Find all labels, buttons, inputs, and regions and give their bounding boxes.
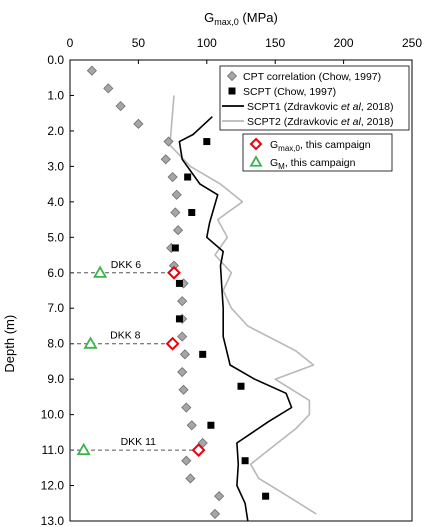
cpt-correlation-point [173, 225, 184, 236]
legend-scpt-marker [228, 87, 236, 95]
x-tick-label: 50 [132, 36, 146, 50]
cpt-correlation-point [167, 171, 178, 183]
y-tick-label: 11.0 [42, 443, 65, 457]
scpt-point [262, 492, 270, 500]
legend: CPT correlation (Chow, 1997) SCPT (Chow, … [219, 65, 410, 172]
y-tick-label: 8.0 [47, 337, 64, 351]
scpt-point [207, 421, 215, 429]
cpt-correlation-point [186, 420, 197, 431]
cpt-correlation-point [103, 83, 114, 94]
gm-campaign-point [83, 336, 98, 349]
y-tick-label: 4.0 [47, 195, 64, 209]
y-tick-label: 7.0 [47, 301, 64, 315]
scpt-point [203, 138, 211, 146]
x-tick-label: 250 [402, 36, 422, 50]
cpt-correlation-point [177, 366, 188, 378]
legend-scpt2-label: SCPT2 (Zdravkovic et al, 2018) [247, 116, 394, 128]
scpt-point [171, 244, 179, 252]
x-tick-label: 0 [67, 36, 74, 50]
gmax0-campaign-point [165, 336, 180, 351]
cpt-correlation-point [178, 384, 189, 395]
cpt-correlation-point [177, 331, 188, 342]
cpt-correlation-point [185, 473, 196, 484]
legend-gm-label: GM, this campaign [270, 157, 356, 171]
y-tick-label: 13.0 [41, 514, 65, 527]
legend-gmax0-label: Gmax,0, this campaign [270, 139, 371, 153]
scpt-point [175, 315, 183, 323]
annotation-label: DKK 6 [111, 259, 142, 271]
series-line-scpt2 [169, 95, 317, 515]
cpt-correlation-point [214, 491, 225, 502]
y-tick-label: 9.0 [47, 372, 64, 386]
legend-cpt-label: CPT correlation (Chow, 1997) [243, 71, 381, 83]
x-tick-label: 200 [334, 36, 354, 50]
cpt-correlation-point [181, 402, 192, 413]
axes: 0 50 100 150 200 250 0.0 1.0 2.0 3.0 4.0 5.0 6.0 7.0 8… [2, 10, 422, 527]
cpt-correlation-point [171, 189, 182, 200]
cpt-correlation-point [177, 296, 188, 307]
cpt-correlation-point [163, 136, 174, 147]
cpt-correlation-point [133, 118, 144, 129]
x-tick-label: 150 [265, 36, 285, 50]
cpt-correlation-point [86, 65, 97, 76]
scpt-point [237, 382, 245, 390]
legend-cpt-marker [226, 70, 238, 82]
cpt-correlation-point [181, 455, 192, 466]
y-tick-label: 1.0 [47, 88, 64, 102]
y-tick-label: 2.0 [47, 124, 64, 138]
gmax0-campaign-point [167, 265, 181, 280]
legend-box-2 [242, 133, 393, 172]
y-tick-label: 6.0 [47, 266, 64, 280]
y-tick-label: 0.0 [47, 53, 64, 67]
cpt-correlation-point [115, 101, 126, 112]
gmax0-campaign-point [191, 443, 206, 457]
y-axis-label: Depth (m) [2, 315, 17, 373]
y-tick-label: 3.0 [47, 159, 64, 173]
gm-campaign-point [76, 442, 91, 456]
y-tick-label: 12.0 [41, 479, 65, 493]
cpt-correlation-point [170, 207, 181, 218]
legend-gmax0-marker [249, 137, 263, 151]
series-line-scpt1 [178, 116, 293, 522]
legend-scpt-label: SCPT (Chow, 1997) [243, 86, 336, 98]
y-tick-label: 10.0 [41, 408, 65, 422]
scpt-point [188, 208, 196, 216]
scpt-point [199, 350, 207, 358]
x-tick-label: 100 [197, 36, 217, 50]
plot-frame [69, 59, 413, 522]
legend-gm-marker [249, 155, 263, 167]
scpt-point [175, 279, 183, 287]
cpt-correlation-point [160, 154, 171, 165]
annotation-label: DKK 8 [110, 330, 141, 342]
legend-scpt1-label: SCPT1 (Zdravkovic et al, 2018) [247, 101, 394, 113]
scpt-point [184, 173, 192, 181]
legend-box-1 [219, 65, 410, 131]
cpt-correlation-point [209, 508, 221, 519]
gm-campaign-point [93, 265, 108, 278]
chart-marks: DKK 6 DKK 8 DKK 11 [70, 65, 317, 522]
cpt-correlation-point [179, 349, 190, 360]
annotation-label: DKK 11 [121, 436, 157, 448]
x-axis-label: Gmax,0 (MPa) [204, 10, 278, 27]
scpt-point [241, 457, 249, 465]
y-tick-label: 5.0 [47, 230, 64, 244]
